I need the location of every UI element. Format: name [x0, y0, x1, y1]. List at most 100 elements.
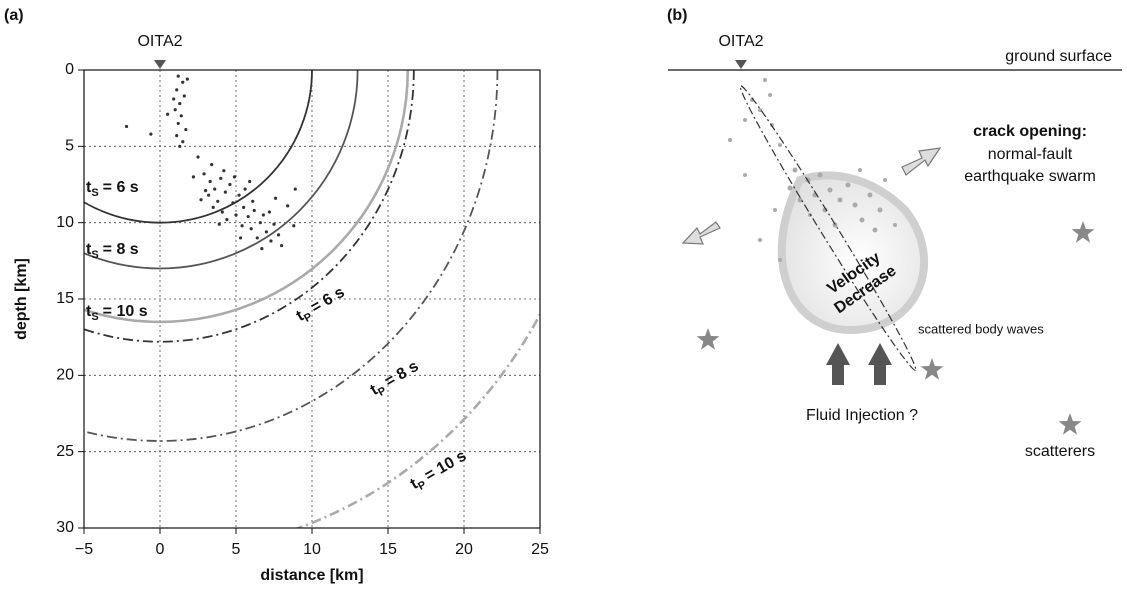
y-axis-label: depth [km] — [13, 258, 30, 340]
curve-subscript: S — [91, 249, 98, 261]
travel-time-curve — [84, 70, 499, 442]
earthquake — [220, 210, 224, 214]
travel-time-curve — [84, 70, 313, 224]
y-tick-label: 20 — [56, 367, 74, 384]
panel-b: (b) OITA2 ground surface VelocityDecreas… — [667, 7, 1122, 460]
earthquake — [255, 236, 259, 240]
scatterer — [1058, 413, 1082, 435]
earthquake — [173, 108, 177, 112]
earthquake — [202, 172, 206, 176]
curve-subscript: S — [91, 311, 98, 323]
station-label: OITA2 — [137, 33, 182, 50]
earthquake — [223, 190, 227, 194]
curve-label: tP= 6 s — [294, 284, 350, 327]
scatterers-label: scatterers — [1025, 443, 1095, 460]
earthquake — [269, 239, 273, 243]
earthquake — [238, 236, 243, 240]
opening-arrow — [681, 221, 721, 245]
earthquake — [276, 233, 281, 237]
earthquake — [191, 175, 196, 179]
earthquake — [280, 243, 284, 248]
scatterer — [920, 358, 944, 380]
earthquake — [293, 187, 297, 191]
earthquake — [210, 163, 214, 167]
earthquake — [292, 224, 296, 228]
curve-label: tS = 6 s — [86, 179, 139, 199]
earthquake — [185, 77, 189, 81]
scatterer — [696, 328, 720, 350]
earthquake — [248, 179, 252, 184]
y-tick-label: 30 — [56, 519, 74, 536]
curve-symbol: t — [86, 179, 92, 196]
earthquake — [213, 187, 217, 191]
earthquake — [178, 101, 182, 106]
earthquake — [124, 124, 129, 129]
x-tick-label: 15 — [379, 541, 397, 558]
earthquake — [211, 205, 215, 209]
earthquake — [216, 199, 220, 203]
x-tick-label: 0 — [156, 541, 165, 558]
x-tick-label: 20 — [455, 541, 473, 558]
earthquake — [249, 227, 253, 231]
earthquake — [267, 210, 272, 214]
ground-label: ground surface — [1005, 48, 1112, 65]
earthquake — [166, 112, 170, 116]
scatterer — [1071, 221, 1095, 243]
earthquake — [172, 97, 176, 101]
curve-text: = 6 s — [308, 284, 348, 317]
injection-arrow — [868, 343, 892, 385]
earthquake — [204, 189, 208, 193]
curve-symbol: t — [86, 241, 92, 258]
x-tick-label: −5 — [75, 541, 93, 558]
panel-label: (b) — [667, 7, 687, 24]
earthquake — [208, 179, 212, 184]
x-tick-label: 25 — [531, 541, 549, 558]
earthquake — [176, 121, 180, 126]
curve-text: = 6 s — [103, 179, 139, 196]
earthquake — [232, 175, 237, 179]
earthquake — [272, 222, 276, 226]
earthquake — [246, 214, 250, 219]
plot-a: −5 0 5 10 15 20 25 0 5 10 15 20 25 30 distance [km] dep… — [13, 33, 549, 584]
x-axis-label: distance [km] — [260, 567, 363, 584]
earthquake — [175, 134, 179, 138]
earthquake — [219, 176, 223, 180]
velocity-zone — [777, 171, 929, 335]
x-tick-label: 10 — [303, 541, 321, 558]
panel-label: (a) — [4, 7, 24, 24]
curve-label: tP= 10 s — [408, 448, 471, 496]
earthquake — [176, 74, 180, 78]
earthquake — [179, 114, 183, 118]
fault-ellipse — [739, 85, 917, 371]
y-tick-label: 5 — [65, 138, 74, 155]
crack-title: crack opening: — [973, 123, 1087, 140]
earthquake — [225, 218, 229, 222]
earthquake — [207, 193, 211, 197]
curve-text: = 8 s — [382, 358, 422, 391]
station-marker — [154, 60, 166, 69]
earthquake — [217, 222, 221, 226]
fluid-label: Fluid Injection ? — [806, 407, 918, 424]
earthquake — [240, 224, 244, 228]
injection-arrow — [826, 343, 850, 385]
earthquake — [234, 213, 238, 217]
curve-subscript: S — [91, 187, 98, 199]
earthquake — [182, 94, 186, 98]
crack-line: normal-fault — [988, 146, 1073, 163]
earthquake — [178, 144, 182, 148]
earthquake — [149, 132, 153, 136]
earthquake — [258, 221, 262, 225]
curve-text: = 8 s — [103, 241, 139, 258]
station-marker — [735, 60, 747, 69]
earthquake — [228, 182, 232, 187]
curve-symbol: t — [86, 303, 92, 320]
earthquake — [252, 208, 256, 213]
y-tick-label: 0 — [65, 61, 74, 78]
earthquake — [237, 193, 241, 197]
travel-time-curve — [84, 70, 409, 324]
y-tick-label: 10 — [56, 214, 74, 231]
earthquake — [199, 198, 203, 202]
earthquake — [242, 205, 246, 209]
curve-label: tS = 10 s — [86, 303, 148, 323]
earthquake — [184, 127, 188, 132]
